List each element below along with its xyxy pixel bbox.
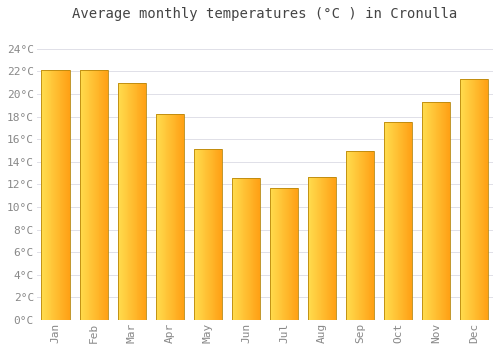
Bar [80,70,108,320]
Bar [232,178,260,320]
Bar [156,114,184,320]
Bar [346,150,374,320]
Bar [270,188,298,320]
Title: Average monthly temperatures (°C ) in Cronulla: Average monthly temperatures (°C ) in Cr… [72,7,458,21]
Bar [384,122,412,320]
Bar [118,83,146,320]
Bar [42,70,70,320]
Bar [460,79,488,320]
Bar [308,176,336,320]
Bar [194,149,222,320]
Bar [422,102,450,320]
